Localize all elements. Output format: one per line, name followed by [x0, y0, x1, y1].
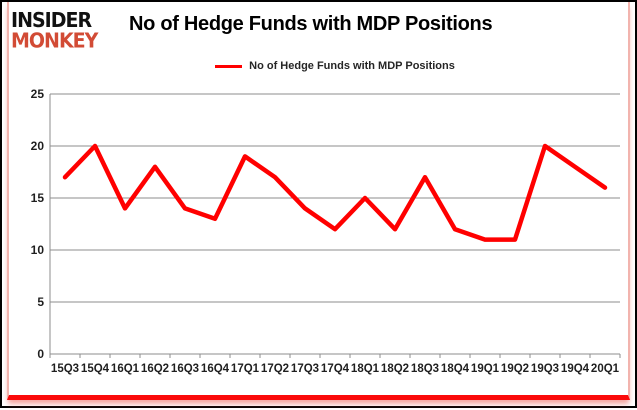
x-axis-tick-label: 19Q2 [501, 363, 529, 375]
insider-monkey-logo: INSIDER MONKEY [11, 8, 98, 53]
x-axis-tick-label: 18Q3 [411, 363, 439, 375]
y-axis-tick-label: 25 [31, 87, 45, 101]
y-axis-tick-label: 20 [31, 139, 45, 153]
logo-line2: MONKEY [11, 28, 98, 53]
x-axis-tick-label: 17Q1 [231, 363, 260, 375]
x-axis-tick-label: 18Q4 [441, 363, 470, 375]
y-axis-tick-label: 0 [37, 347, 44, 361]
x-axis-tick-label: 18Q1 [351, 363, 380, 375]
line-series [62, 143, 608, 242]
x-axis-tick-label: 19Q4 [561, 363, 590, 375]
x-axis-tick-label: 15Q3 [51, 363, 79, 375]
y-axis-tick-label: 10 [31, 243, 45, 257]
x-axis-tick-label: 17Q3 [291, 363, 319, 375]
y-axis-tick-label: 15 [31, 191, 45, 205]
legend-label: No of Hedge Funds with MDP Positions [249, 60, 455, 72]
chart-stage: INSIDER MONKEY No of Hedge Funds with MD… [2, 2, 635, 406]
y-axis-tick-label: 5 [37, 295, 44, 309]
x-axis-tick-label: 15Q4 [81, 363, 110, 375]
x-axis-tick-label: 16Q4 [201, 363, 230, 375]
logo-line1: INSIDER [11, 8, 92, 33]
x-axis-tick-label: 16Q3 [171, 363, 199, 375]
x-axis-tick-label: 17Q4 [321, 363, 350, 375]
x-axis-tick-label: 20Q1 [591, 363, 620, 375]
chart-title: No of Hedge Funds with MDP Positions [129, 13, 493, 35]
x-axis-tick-label: 19Q1 [471, 363, 500, 375]
x-axis-tick-label: 16Q2 [141, 363, 169, 375]
legend-line-swatch [215, 64, 243, 68]
x-axis-tick-label: 19Q3 [531, 363, 559, 375]
x-axis-tick-label: 17Q2 [261, 363, 289, 375]
legend: No of Hedge Funds with MDP Positions [50, 58, 620, 74]
x-axis-tick-label: 18Q2 [381, 363, 409, 375]
x-axis-tick-label: 16Q1 [111, 363, 140, 375]
